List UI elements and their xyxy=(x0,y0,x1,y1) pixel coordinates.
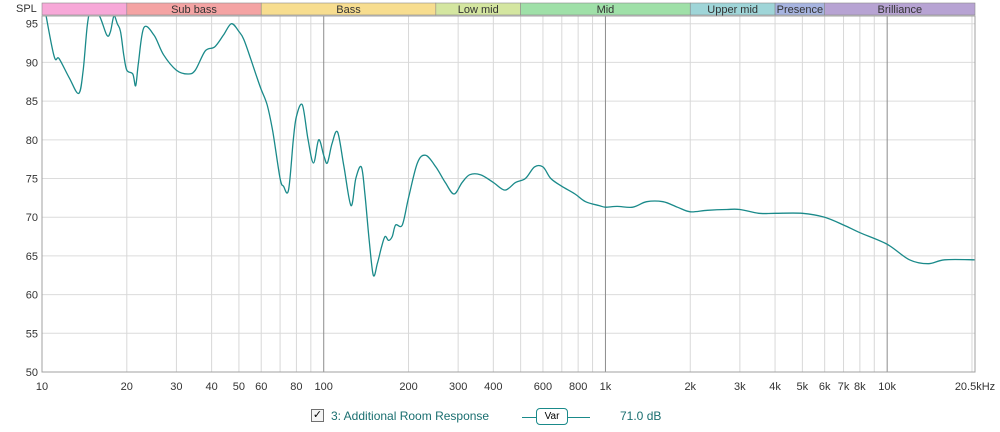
x-tick-label: 8k xyxy=(854,381,866,393)
x-tick-label: 1k xyxy=(600,381,612,393)
x-tick-label: 6k xyxy=(819,381,831,393)
y-tick-label: 50 xyxy=(26,367,38,379)
x-tick-label: 80 xyxy=(290,381,302,393)
frequency-response-chart: SPL 50 55 60 65 70 75 80 85 90 95 10 20 30 40 50 60 80 100… xyxy=(16,2,995,393)
x-tick-label: 600 xyxy=(534,381,552,393)
band-label: Upper mid xyxy=(707,4,758,16)
band-label: Presence xyxy=(777,4,823,16)
x-tick-label: 10 xyxy=(36,381,48,393)
y-tick-label: 75 xyxy=(26,174,38,186)
y-axis-label: SPL xyxy=(16,3,37,15)
series-value-readout: 71.0 dB xyxy=(620,409,662,423)
band-label: Mid xyxy=(597,4,615,16)
x-tick-label: 300 xyxy=(449,381,467,393)
x-tick-label: 100 xyxy=(315,381,333,393)
series-line-room-response xyxy=(45,16,975,277)
x-tick-label: 5k xyxy=(797,381,809,393)
x-tick-label: 20.5kHz xyxy=(955,381,995,393)
series-legend-label: 3: Additional Room Response xyxy=(331,409,490,423)
x-tick-label: 30 xyxy=(170,381,182,393)
x-tick-label: 10k xyxy=(878,381,896,393)
y-tick-label: 85 xyxy=(26,96,38,108)
x-tick-label: 20 xyxy=(121,381,133,393)
x-tick-label: 50 xyxy=(233,381,245,393)
x-tick-label: 60 xyxy=(255,381,267,393)
y-tick-label: 70 xyxy=(26,212,38,224)
x-tick-label: 3k xyxy=(734,381,746,393)
series-visibility-checkbox[interactable]: ✓ xyxy=(311,409,324,422)
band-label: Bass xyxy=(336,4,361,16)
band-label: Brilliance xyxy=(878,4,923,16)
y-tick-label: 90 xyxy=(26,57,38,69)
band-label: Sub bass xyxy=(171,4,217,16)
x-tick-label: 400 xyxy=(484,381,502,393)
x-tick-label: 2k xyxy=(684,381,696,393)
y-tick-label: 65 xyxy=(26,251,38,263)
x-tick-label: 7k xyxy=(838,381,850,393)
legend: ✓ 3: Additional Room Response Var 71.0 d… xyxy=(0,404,1000,430)
var-button[interactable]: Var xyxy=(536,408,568,425)
band-infrasonic xyxy=(41,2,128,16)
x-tick-label: 200 xyxy=(399,381,417,393)
band-label: Low mid xyxy=(458,4,499,16)
y-tick-label: 80 xyxy=(26,135,38,147)
y-tick-label: 95 xyxy=(26,19,38,31)
plot-frame xyxy=(41,15,976,373)
band-brilliance xyxy=(824,2,976,16)
x-tick-label: 800 xyxy=(569,381,587,393)
y-tick-label: 60 xyxy=(26,290,38,302)
x-tick-label: 40 xyxy=(205,381,217,393)
x-tick-label: 4k xyxy=(769,381,781,393)
plot-area xyxy=(41,15,976,373)
y-tick-label: 55 xyxy=(26,328,38,340)
